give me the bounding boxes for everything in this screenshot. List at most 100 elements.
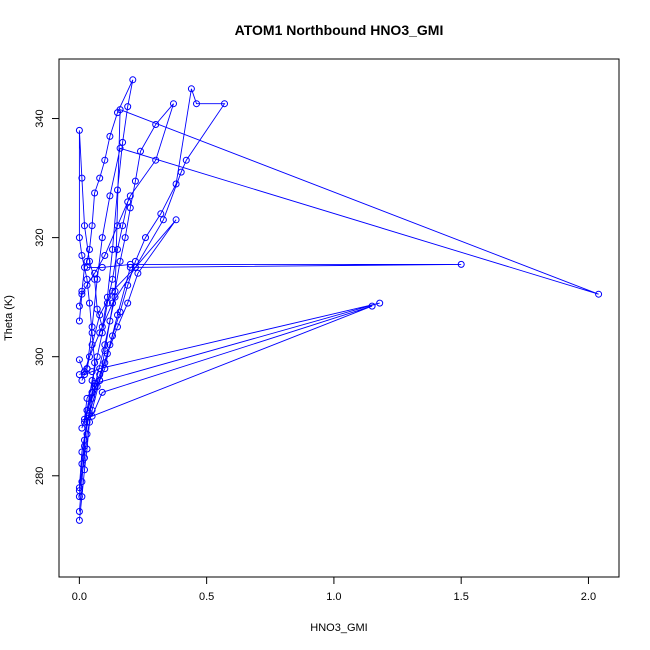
data-point bbox=[98, 388, 106, 396]
data-point bbox=[142, 234, 149, 242]
data-point bbox=[78, 424, 86, 432]
data-point bbox=[106, 132, 114, 140]
data-point bbox=[172, 180, 180, 188]
data-point bbox=[124, 299, 132, 307]
data-point bbox=[83, 394, 91, 402]
series-3 bbox=[75, 85, 228, 501]
data-point bbox=[98, 329, 106, 337]
data-point bbox=[172, 216, 180, 224]
data-point bbox=[134, 269, 142, 277]
data-point bbox=[75, 484, 83, 492]
data-point bbox=[83, 263, 91, 271]
data-point bbox=[187, 85, 195, 93]
y-tick-label: 320 bbox=[34, 228, 46, 246]
data-point bbox=[78, 478, 86, 486]
y-tick-label: 340 bbox=[34, 109, 46, 127]
data-point bbox=[81, 371, 88, 379]
data-point bbox=[75, 508, 83, 515]
plot-frame bbox=[58, 58, 620, 578]
series-line bbox=[84, 108, 599, 423]
data-point bbox=[86, 299, 93, 307]
data-point bbox=[86, 246, 93, 253]
data-point bbox=[182, 156, 190, 164]
data-point bbox=[75, 356, 83, 364]
data-point bbox=[116, 257, 124, 265]
data-point bbox=[78, 460, 86, 468]
series-line bbox=[78, 88, 226, 497]
series-7 bbox=[75, 299, 384, 423]
data-point bbox=[86, 353, 93, 361]
series-line bbox=[78, 302, 380, 420]
data-point bbox=[126, 192, 134, 200]
data-point bbox=[103, 299, 111, 307]
data-point bbox=[78, 377, 86, 384]
data-point bbox=[131, 177, 139, 185]
series-line bbox=[81, 263, 462, 429]
series-line bbox=[78, 103, 174, 491]
data-point bbox=[78, 252, 86, 259]
data-point bbox=[101, 365, 109, 373]
x-tick-label: 0.0 bbox=[72, 591, 87, 603]
data-point bbox=[98, 263, 106, 271]
data-point bbox=[96, 311, 104, 319]
x-tick-label: 0.5 bbox=[199, 591, 214, 603]
data-point bbox=[126, 260, 134, 268]
data-point bbox=[457, 260, 465, 268]
data-point bbox=[88, 341, 96, 349]
data-point bbox=[83, 365, 91, 373]
data-point bbox=[170, 100, 177, 108]
data-point bbox=[101, 252, 109, 259]
data-point bbox=[83, 281, 91, 289]
data-point bbox=[75, 317, 83, 325]
data-point bbox=[129, 76, 137, 84]
data-point bbox=[88, 323, 96, 331]
y-axis: 280 300 320 340 bbox=[34, 109, 60, 485]
data-point bbox=[106, 341, 114, 349]
data-point bbox=[96, 377, 104, 384]
data-point bbox=[121, 234, 129, 242]
data-point bbox=[111, 293, 119, 301]
x-axis: 0.0 0.5 1.0 1.5 2.0 bbox=[72, 576, 596, 603]
data-point bbox=[109, 299, 116, 307]
data-point bbox=[81, 222, 88, 230]
data-point bbox=[86, 257, 93, 265]
data-point bbox=[78, 493, 86, 501]
data-point bbox=[75, 126, 83, 134]
series-5 bbox=[78, 260, 465, 432]
data-point bbox=[124, 198, 132, 206]
data-point bbox=[75, 234, 83, 242]
data-point bbox=[75, 493, 83, 501]
data-point bbox=[114, 311, 121, 319]
data-point bbox=[114, 222, 121, 230]
data-point bbox=[75, 302, 83, 310]
data-point bbox=[88, 377, 96, 384]
data-point bbox=[376, 299, 384, 307]
chart-title: ATOM1 Northbound HNO3_GMI bbox=[235, 22, 444, 38]
data-point bbox=[116, 144, 124, 152]
data-point bbox=[96, 365, 104, 373]
data-point bbox=[126, 263, 134, 271]
data-point bbox=[159, 216, 167, 224]
data-point bbox=[101, 156, 109, 164]
data-point bbox=[83, 406, 91, 414]
y-tick-label: 300 bbox=[34, 348, 46, 366]
series-2 bbox=[75, 100, 177, 495]
data-point bbox=[157, 210, 165, 218]
y-axis-label: Theta (K) bbox=[3, 295, 15, 341]
data-point bbox=[126, 204, 134, 212]
data-point bbox=[193, 100, 200, 108]
data-point bbox=[78, 290, 86, 298]
data-point bbox=[75, 516, 83, 524]
data-point bbox=[595, 290, 603, 298]
data-point bbox=[88, 222, 96, 230]
data-point bbox=[83, 430, 91, 438]
data-point bbox=[78, 174, 86, 182]
data-point bbox=[116, 106, 124, 114]
data-point bbox=[109, 275, 116, 283]
series-layer bbox=[75, 76, 603, 524]
data-point bbox=[75, 371, 83, 379]
data-point bbox=[124, 281, 132, 289]
data-point bbox=[88, 368, 96, 376]
data-point bbox=[91, 359, 99, 367]
